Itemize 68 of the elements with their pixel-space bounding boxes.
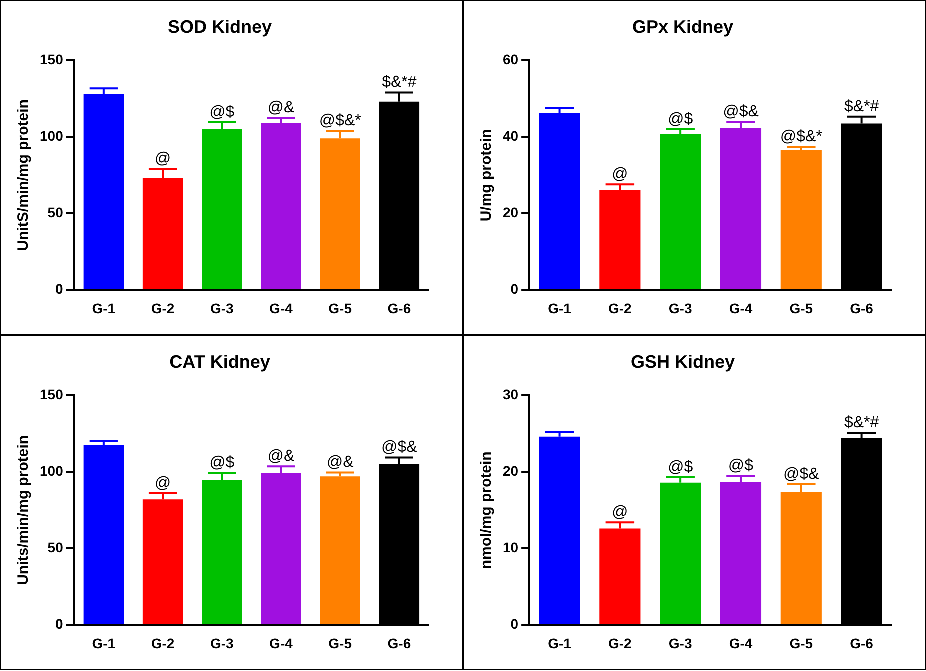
x-tick-label: G-4 xyxy=(270,300,294,316)
annotation: $&*# xyxy=(382,74,417,92)
annotation: $&*# xyxy=(844,414,880,432)
annotation: @ xyxy=(154,150,172,168)
x-tick-label: G-1 xyxy=(548,635,572,652)
x-tick-label: G-5 xyxy=(790,635,814,652)
y-tick-label: 30 xyxy=(502,386,519,402)
chart-title: GSH Kidney xyxy=(630,352,736,372)
x-tick-label: G-2 xyxy=(151,635,175,652)
y-axis-title: Units/min/mg protein xyxy=(15,435,32,586)
y-tick-label: 0 xyxy=(510,281,519,298)
annotation: @$ xyxy=(210,454,235,472)
annotation: @& xyxy=(268,99,296,116)
annotation: @$ xyxy=(210,104,235,121)
y-tick-label: 20 xyxy=(502,462,519,479)
x-tick-label: G-2 xyxy=(608,635,632,652)
annotation: @$ xyxy=(668,458,694,476)
y-axis-title: U/mg protein xyxy=(478,129,496,222)
y-tick-label: 150 xyxy=(40,51,64,68)
chart-title: CAT Kidney xyxy=(170,352,270,372)
x-tick-label: G-6 xyxy=(388,635,412,652)
y-tick-label: 100 xyxy=(40,462,64,479)
y-tick-label: 0 xyxy=(56,616,64,632)
x-tick-label: G-1 xyxy=(92,635,116,652)
x-tick-label: G-3 xyxy=(210,300,234,316)
y-tick-label: 40 xyxy=(502,128,519,144)
y-tick-label: 20 xyxy=(502,204,519,221)
x-tick-label: G-5 xyxy=(790,300,814,316)
y-tick-label: 10 xyxy=(502,540,519,556)
annotation: $&*# xyxy=(844,98,880,116)
y-tick-label: 60 xyxy=(502,51,519,68)
x-tick-label: G-1 xyxy=(548,300,572,316)
annotation: @& xyxy=(268,448,296,466)
y-tick-label: 50 xyxy=(48,540,64,556)
y-tick-label: 0 xyxy=(56,281,64,298)
annotation: @$& xyxy=(783,466,820,483)
annotation: @$&* xyxy=(780,128,822,146)
annotation: @& xyxy=(326,454,354,472)
x-tick-label: G-6 xyxy=(850,635,874,652)
chart-title: SOD Kidney xyxy=(168,16,272,37)
annotation: @$& xyxy=(723,104,760,121)
annotation: @$ xyxy=(668,110,694,128)
x-tick-label: G-6 xyxy=(850,300,874,316)
x-tick-label: G-4 xyxy=(729,300,753,316)
x-tick-label: G-1 xyxy=(92,300,116,316)
chart-title: GPx Kidney xyxy=(632,16,734,37)
y-tick-label: 0 xyxy=(510,616,519,632)
annotation: @ xyxy=(612,166,628,183)
y-tick-label: 150 xyxy=(40,386,64,402)
annotation: @ xyxy=(154,474,172,492)
x-tick-label: G-4 xyxy=(270,635,294,652)
x-tick-label: G-3 xyxy=(668,635,692,652)
y-tick-label: 50 xyxy=(48,204,64,221)
x-tick-label: G-4 xyxy=(729,635,753,652)
x-tick-label: G-3 xyxy=(210,635,234,652)
annotation: @$ xyxy=(728,457,754,474)
x-tick-label: G-6 xyxy=(388,300,412,316)
annotation: @$&* xyxy=(319,112,362,130)
annotation: @$& xyxy=(382,439,418,456)
y-axis-title: UnitS/min/mg protein xyxy=(15,100,32,252)
x-tick-label: G-2 xyxy=(151,300,175,316)
x-tick-label: G-2 xyxy=(608,300,632,316)
x-tick-label: G-5 xyxy=(328,300,352,316)
x-tick-label: G-3 xyxy=(668,300,692,316)
y-tick-label: 100 xyxy=(40,128,64,144)
annotation: @ xyxy=(612,504,628,522)
x-tick-label: G-5 xyxy=(328,635,352,652)
y-axis-title: nmol/mg protein xyxy=(478,452,496,570)
